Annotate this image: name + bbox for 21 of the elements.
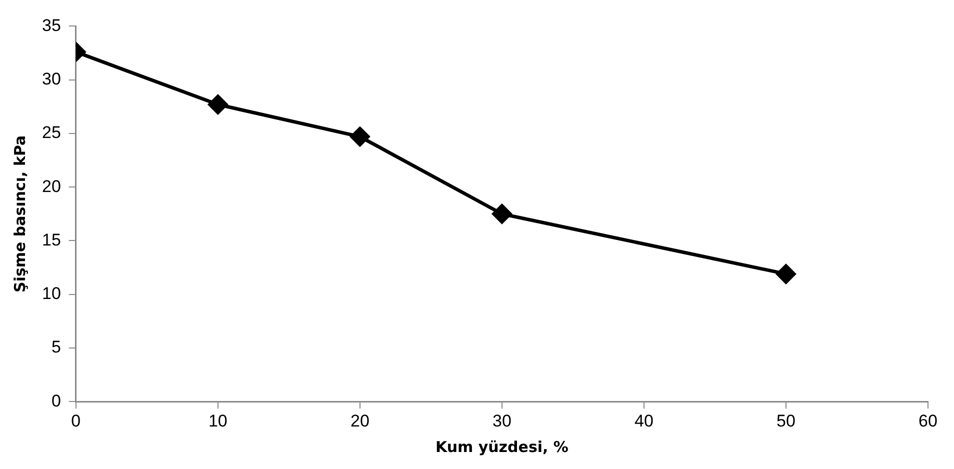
point — [776, 264, 796, 284]
x-tick-label: 50 — [776, 411, 796, 430]
x-tick-label: 0 — [71, 411, 81, 430]
y-tick-label: 15 — [42, 230, 61, 250]
point — [208, 94, 228, 114]
point — [350, 126, 370, 146]
y-tick-label: 20 — [42, 176, 61, 196]
y-tick-label: 35 — [42, 16, 61, 35]
y-tick-label: 30 — [42, 70, 61, 89]
x-tick-label: 20 — [350, 411, 370, 430]
x-tick-label: 60 — [918, 411, 938, 430]
y-tick-label: 0 — [51, 391, 61, 410]
y-tick-label: 25 — [42, 123, 61, 142]
y-tick-label: 10 — [42, 284, 61, 304]
x-tick-label: 40 — [634, 411, 654, 430]
x-tick-label: 10 — [208, 411, 228, 430]
y-axis-title: Şişme basıncı, kPa — [10, 135, 29, 292]
x-tick-label: 30 — [492, 411, 512, 430]
point — [492, 204, 512, 224]
y-tick-label: 5 — [51, 338, 61, 357]
x-axis-title: Kum yüzdesi, % — [435, 438, 568, 456]
